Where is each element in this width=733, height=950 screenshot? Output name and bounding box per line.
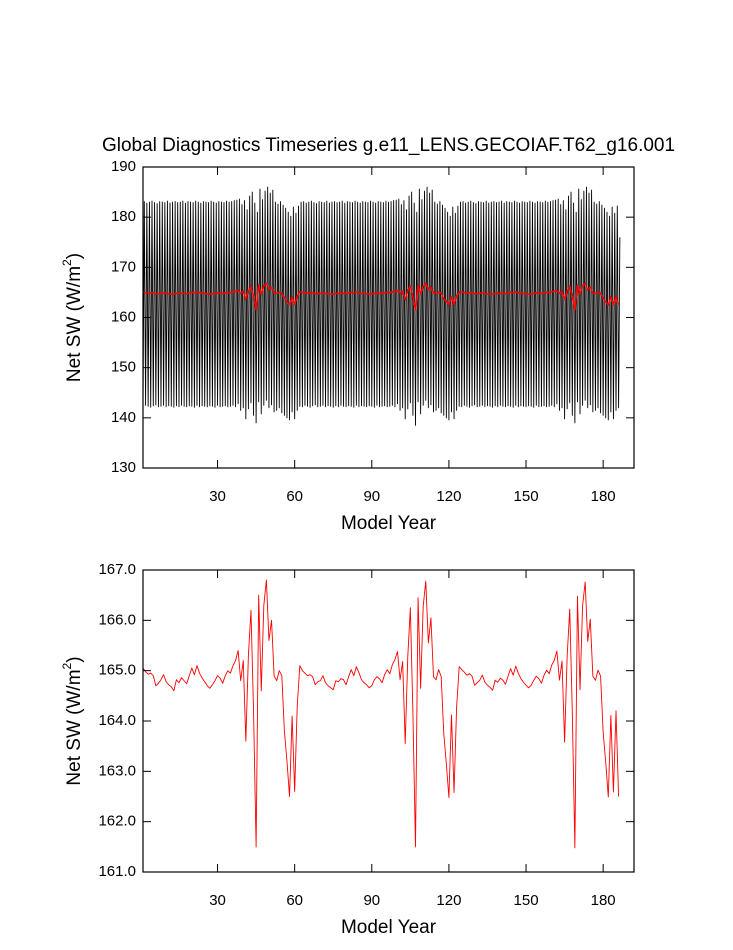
y-tick-label: 170 (111, 258, 136, 275)
x-tick-label: 60 (286, 892, 303, 909)
y-axis-label-text: Net SW (W/m (64, 266, 85, 382)
x-tick-label: 120 (436, 892, 461, 909)
x-tick-label: 90 (363, 892, 380, 909)
y-axis-label: Net SW (W/m2) (60, 253, 85, 382)
x-axis-label: Model Year (341, 513, 437, 534)
y-tick-label: 140 (111, 409, 136, 426)
data-line (142, 186, 621, 426)
x-tick-label: 150 (514, 488, 539, 505)
x-tick-label: 180 (591, 892, 616, 909)
x-tick-label: 120 (436, 488, 461, 505)
x-tick-label: 90 (363, 488, 380, 505)
x-tick-label: 30 (209, 892, 226, 909)
chart-title: Global Diagnostics Timeseries g.e11_LENS… (102, 135, 675, 156)
y-tick-label: 180 (111, 208, 136, 225)
y-axis-label-sup: 2 (60, 662, 74, 669)
y-axis-label-end: ) (64, 253, 85, 259)
y-tick-label: 162.0 (98, 813, 136, 830)
data-line (142, 282, 620, 311)
x-tick-label: 150 (514, 892, 539, 909)
y-axis-label-end: ) (64, 656, 85, 662)
y-axis-label-text: Net SW (W/m (64, 669, 85, 785)
x-axis-label: Model Year (341, 917, 437, 938)
y-tick-label: 150 (111, 359, 136, 376)
data-line (142, 579, 620, 849)
y-tick-label: 160 (111, 308, 136, 325)
plot-frame (142, 569, 635, 873)
y-tick-label: 165.0 (98, 662, 136, 679)
x-tick-label: 60 (286, 488, 303, 505)
y-axis-label: Net SW (W/m2) (60, 656, 85, 785)
y-tick-label: 166.0 (98, 611, 136, 628)
y-tick-label: 190 (111, 158, 136, 175)
x-tick-label: 30 (209, 488, 226, 505)
y-axis-label-sup: 2 (60, 259, 74, 266)
y-tick-label: 130 (111, 459, 136, 476)
y-tick-label: 164.0 (98, 712, 136, 729)
y-tick-label: 163.0 (98, 762, 136, 779)
y-tick-label: 167.0 (98, 561, 136, 578)
x-tick-label: 180 (591, 488, 616, 505)
y-tick-label: 161.0 (98, 863, 136, 880)
